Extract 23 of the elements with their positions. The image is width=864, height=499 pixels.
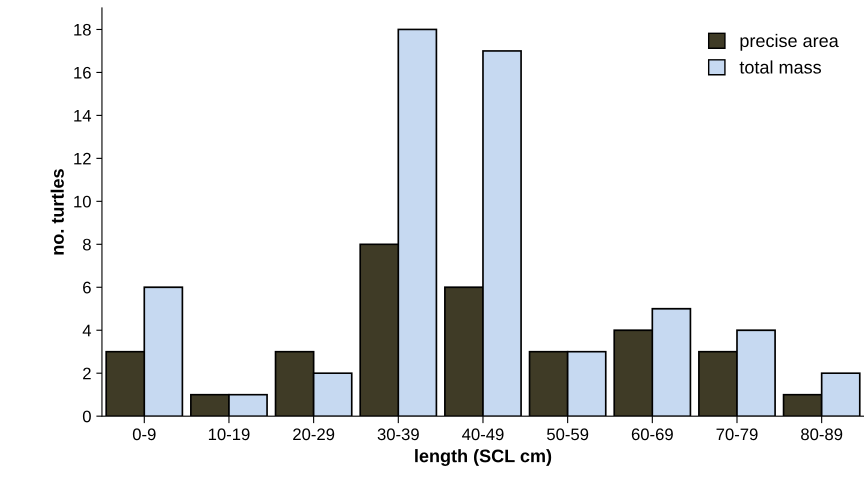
y-tick-label: 0 bbox=[82, 410, 91, 422]
y-tick-label: 4 bbox=[82, 324, 92, 336]
legend-label: total mass bbox=[740, 60, 821, 74]
y-tick-label: 6 bbox=[83, 282, 91, 294]
y-tick-label: 8 bbox=[82, 238, 91, 251]
y-tick-label: 2 bbox=[83, 368, 91, 380]
x-tick-label: 80-89 bbox=[801, 428, 842, 440]
y-axis-title: no. turtles bbox=[50, 169, 64, 255]
x-tick-label: 70-79 bbox=[716, 428, 758, 440]
x-tick-label: 60-69 bbox=[632, 428, 673, 440]
x-tick-label: 20-29 bbox=[293, 428, 334, 440]
y-tick-label: 16 bbox=[74, 66, 91, 79]
x-tick-label: 10-19 bbox=[208, 428, 250, 440]
x-tick-label: 30-39 bbox=[378, 428, 419, 440]
y-tick-label: 14 bbox=[74, 110, 92, 122]
y-tick-label: 12 bbox=[74, 152, 91, 164]
x-axis-title: length (SCL cm) bbox=[415, 449, 552, 466]
y-tick-label: 18 bbox=[74, 24, 91, 36]
x-tick-label: 0-9 bbox=[132, 428, 156, 440]
y-tick-label: 10 bbox=[74, 196, 91, 208]
x-tick-label: 40-49 bbox=[462, 428, 504, 440]
legend-label: precise area bbox=[740, 34, 839, 51]
x-tick-label: 50-59 bbox=[547, 428, 588, 440]
